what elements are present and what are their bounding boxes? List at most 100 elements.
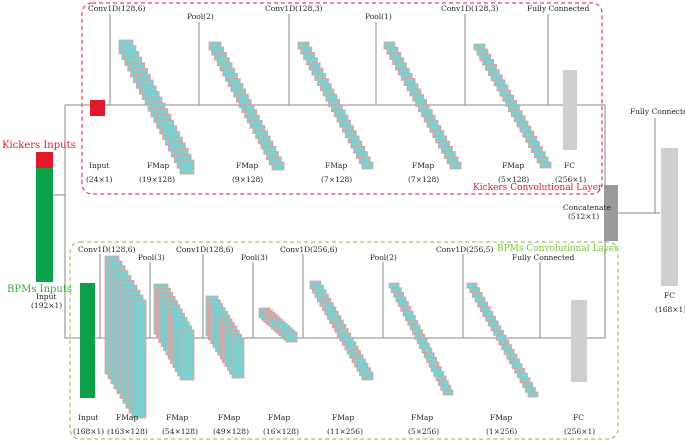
- bpms-layer-box: [69, 241, 619, 440]
- bpms-op-5: Pool(2): [370, 253, 397, 262]
- bpms-op-2: Conv1D(128,6): [176, 245, 234, 254]
- bpms-fmap-stack-7-map-9: [490, 325, 502, 332]
- bpms-fmap-stack-6-map-6: [402, 310, 414, 317]
- kickers-node-3-shape: (7×128): [321, 175, 352, 184]
- kickers-node-2-name: FMap: [236, 161, 258, 170]
- bpms-node-8-shape: (256×1): [564, 427, 595, 436]
- bpms-fmap-stack-5-map-21: [361, 371, 374, 381]
- bpms-fmap-stack-4: [258, 307, 298, 343]
- bpms-node-0-shape: (168×1): [73, 427, 104, 436]
- kickers-fmap-stack-2-map-23: [271, 161, 285, 171]
- feature-map-stacks: [104, 39, 552, 419]
- bpms-fmap-stack-6: [388, 282, 454, 396]
- bpms-fmap-stack-6-map-2: [393, 291, 405, 298]
- kickers-node-1-name: FMap: [147, 161, 169, 170]
- bpms-fmap-stack-7-map-11: [495, 334, 507, 341]
- bpms-fmap-stack-7: [466, 282, 539, 398]
- bpms-layer-label: BPMs Convolutional Layer: [497, 244, 619, 254]
- bpms-node-7-shape: (1×256): [486, 427, 517, 436]
- kickers-node-5-name: FMap: [502, 161, 524, 170]
- bpms-fmap-stack-6-map-8: [407, 319, 419, 326]
- kickers-node-5-shape: (5×128): [498, 175, 529, 184]
- kickers-layer-label: Kickers Convolutional Layer: [473, 183, 603, 193]
- kickers-node-6-name: FC: [564, 161, 575, 170]
- bpms-fmap-stack-7-map-8: [487, 320, 499, 327]
- bpms-fmap-stack-6-map-0: [388, 282, 400, 289]
- bpms-fmap-stack-6-map-23: [442, 389, 454, 396]
- bpms-node-6-name: FMap: [411, 413, 433, 422]
- fully-connected-op-label: Fully Connected: [630, 107, 685, 116]
- kickers-input-bar: [36, 152, 53, 168]
- bpms-fmap-stack-7-map-18: [514, 367, 526, 374]
- bpms-fmap-stack-6-map-14: [421, 347, 433, 354]
- bpms-fmap-stack-6-map-18: [430, 366, 442, 373]
- bpms-fmap-stack-6-map-16: [426, 356, 438, 363]
- bpms-node-4-shape: (16×128): [263, 427, 299, 436]
- bpms-fmap-stack-7-map-3: [474, 296, 486, 303]
- kickers-fmap-stack-3: [297, 41, 374, 170]
- kickers-node-0-shape: (24×1): [86, 175, 113, 184]
- bpms-node-1-name: FMap: [116, 413, 138, 422]
- kickers-node-0-name: Input: [89, 161, 109, 170]
- bpms-fmap-stack-5: [309, 280, 374, 381]
- bpms-fmap-stack-7-map-19: [517, 372, 528, 379]
- bpms-fmap-stack-6-map-22: [440, 384, 452, 391]
- bpms-fmap-stack-7-map-20: [519, 377, 531, 384]
- kickers-op-5: Fully Connected: [527, 4, 589, 13]
- bpms-op-6: Conv1D(256,5): [436, 245, 494, 254]
- bpms-node-3-shape: (49×128): [213, 427, 249, 436]
- bpms-fmap-stack-7-map-12: [498, 339, 510, 346]
- kickers-op-0: Conv1D(128,6): [88, 4, 146, 13]
- bpms-fmap-stack-2-map-11: [179, 329, 195, 381]
- bpms-fmap-stack-1-map-9: [131, 299, 147, 419]
- bpms-node-0-name: Input: [78, 413, 98, 422]
- kickers-inputs-title: Kickers Inputs: [2, 140, 76, 151]
- kickers-op-2: Conv1D(128,3): [265, 4, 323, 13]
- kickers-op-separators: [109, 14, 549, 105]
- bpms-fmap-stack-7-map-7: [485, 315, 497, 322]
- bpms-node-2-name: FMap: [166, 413, 188, 422]
- kickers-node-3-name: FMap: [325, 161, 347, 170]
- concat-shape: (512×1): [568, 212, 599, 221]
- bpms-fmap-stack-7-map-21: [522, 382, 534, 388]
- concat-label: Concatenate: [563, 203, 612, 212]
- bpms-fmap-stack-7-map-22: [524, 386, 536, 393]
- bpms-fmap-stack-7-map-17: [511, 363, 523, 370]
- bpms-node-5-shape: (11×256): [327, 427, 363, 436]
- bpms-op-separators: [99, 254, 541, 338]
- bpms-fmap-stack-7-map-6: [482, 310, 494, 317]
- bpms-input-bar: [36, 168, 53, 282]
- bpms-fmap-stack-4-map-11: [285, 331, 298, 343]
- kickers-fmap-stack-4: [383, 41, 462, 170]
- final-fc-shape: (168×1): [655, 305, 685, 314]
- kickers-node-4-shape: (7×128): [408, 175, 439, 184]
- bpms-input-node: [80, 283, 95, 398]
- bpms-fmap-stack-6-map-12: [416, 338, 428, 345]
- bpms-node-4-name: FMap: [268, 413, 290, 422]
- bpms-op-7: Fully Connected: [512, 253, 574, 262]
- kickers-op-1: Pool(2): [187, 12, 214, 21]
- bpms-bottom-line: [40, 194, 606, 339]
- kickers-input-node: [90, 100, 105, 116]
- bpms-inputs-title: BPMs Inputs: [7, 284, 72, 295]
- bpms-node-5-name: FMap: [332, 413, 354, 422]
- bpms-node-8-name: FC: [573, 413, 584, 422]
- bpms-side-input-shape: (192×1): [31, 301, 62, 310]
- final-fc-label: FC: [664, 291, 675, 300]
- bpms-op-4: Conv1D(256,6): [280, 245, 338, 254]
- kickers-node-4-name: FMap: [412, 161, 434, 170]
- bpms-fmap-stack-2: [153, 283, 195, 381]
- bpms-fmap-stack-7-map-5: [479, 306, 491, 313]
- bpms-node-3-name: FMap: [218, 413, 240, 422]
- bpms-op-1: Pool(3): [138, 253, 165, 262]
- kickers-fmap-stack-5-map-23: [539, 161, 552, 169]
- bpms-op-3: Pool(3): [241, 253, 268, 262]
- connection-lines: [40, 104, 660, 339]
- kickers-fmap-stack-1: [118, 39, 195, 175]
- bpms-node-6-shape: (5×256): [408, 427, 439, 436]
- bpms-fmap-stack-1: [104, 255, 147, 419]
- bpms-node-1-shape: (163×128): [107, 427, 148, 436]
- bpms-side-input-label: Input: [36, 292, 56, 301]
- kickers-op-4: Conv1D(128,3): [441, 4, 499, 13]
